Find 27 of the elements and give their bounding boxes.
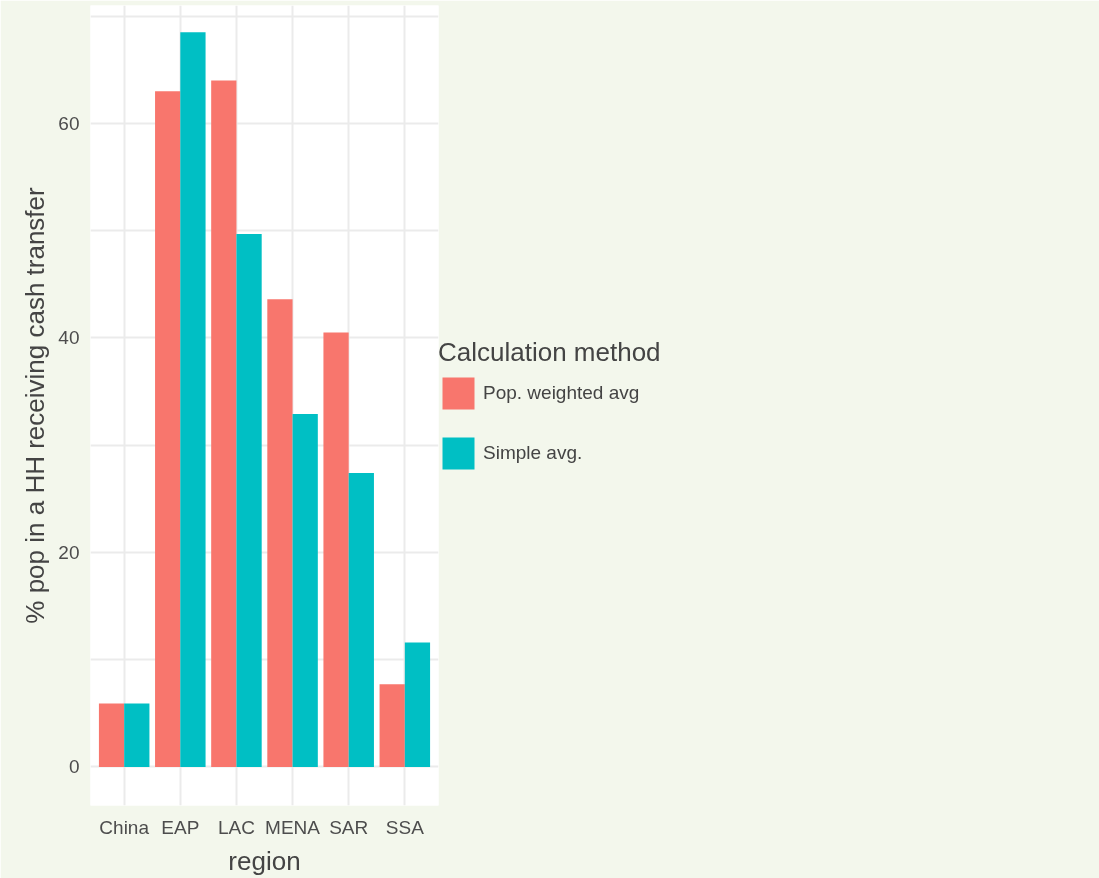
bar <box>348 473 374 767</box>
bar <box>267 299 293 767</box>
y-tick-label: 0 <box>68 756 80 778</box>
x-axis-title: region <box>228 845 301 876</box>
legend-title: Calculation method <box>438 337 661 368</box>
bar <box>292 414 318 767</box>
x-tick-label: LAC <box>217 816 255 838</box>
bar <box>323 332 349 767</box>
y-tick-label: 60 <box>58 112 80 134</box>
x-tick-label: China <box>99 816 150 838</box>
bar <box>180 32 206 767</box>
x-tick-label: MENA <box>265 816 321 838</box>
x-tick-label: SSA <box>385 816 425 838</box>
bar <box>236 233 262 767</box>
bar <box>211 80 237 767</box>
y-tick-label: 20 <box>58 541 80 563</box>
y-tick-label: 40 <box>58 327 80 349</box>
legend-label: Simple avg. <box>483 441 583 465</box>
bar <box>98 703 125 767</box>
x-tick-label: SAR <box>329 816 369 838</box>
bar <box>155 91 181 767</box>
bar <box>124 703 150 767</box>
legend-label: Pop. weighted avg <box>483 381 640 405</box>
x-tick-label: EAP <box>161 816 200 838</box>
bar <box>379 684 405 767</box>
y-axis-title: % pop in a HH receiving cash transfer <box>20 186 51 624</box>
bar <box>404 642 431 767</box>
